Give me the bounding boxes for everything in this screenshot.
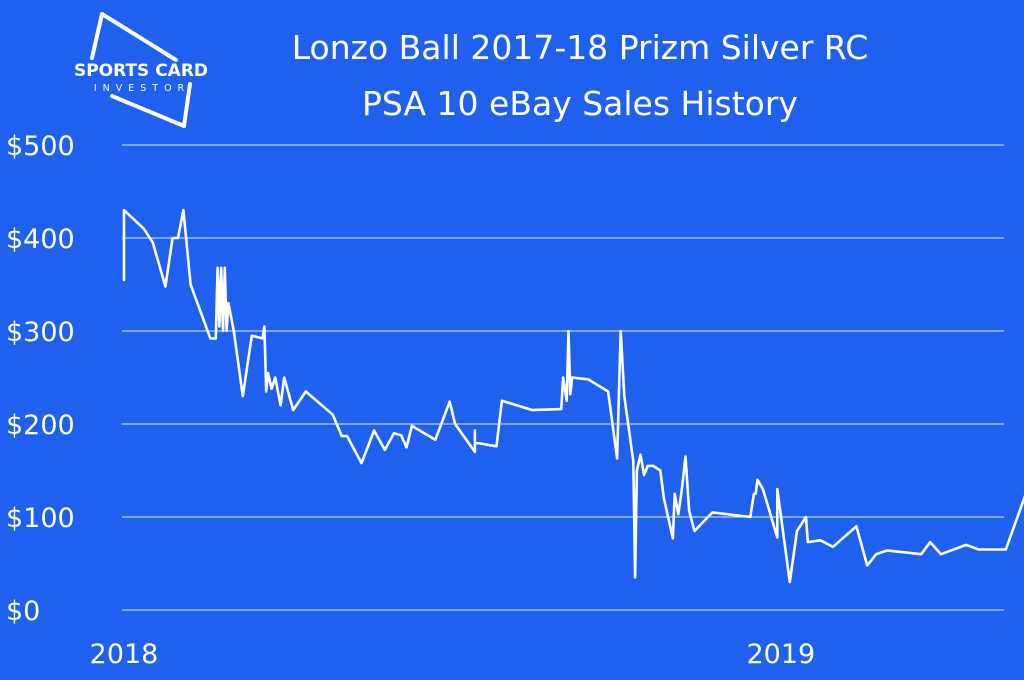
y-tick-label: $400 — [6, 224, 75, 255]
y-tick-label: $300 — [6, 317, 75, 348]
logo-line1: SPORTS CARD — [74, 61, 208, 81]
x-axis-labels: 2018 2019 — [90, 639, 816, 670]
y-tick-label: $0 — [6, 596, 40, 627]
y-tick-label: $100 — [6, 503, 75, 534]
grid-lines — [122, 144, 1004, 611]
chart-subtitle: PSA 10 eBay Sales History — [362, 84, 798, 123]
y-tick-label: $500 — [6, 131, 75, 162]
sports-card-investor-logo: SPORTS CARD INVESTOR — [74, 12, 208, 128]
y-axis-labels: $0 $100 $200 $300 $400 $500 — [6, 131, 75, 627]
logo-line2: INVESTOR — [94, 83, 190, 94]
logo-swoosh-bottom — [110, 82, 192, 128]
y-tick-label: $200 — [6, 410, 75, 441]
logo-swoosh-top — [90, 12, 178, 62]
x-tick-label: 2018 — [90, 639, 159, 670]
chart-title: Lonzo Ball 2017-18 Prizm Silver RC — [291, 28, 869, 67]
series-group — [122, 208, 1024, 584]
x-tick-label: 2019 — [746, 639, 815, 670]
price-series-line — [122, 208, 1024, 584]
